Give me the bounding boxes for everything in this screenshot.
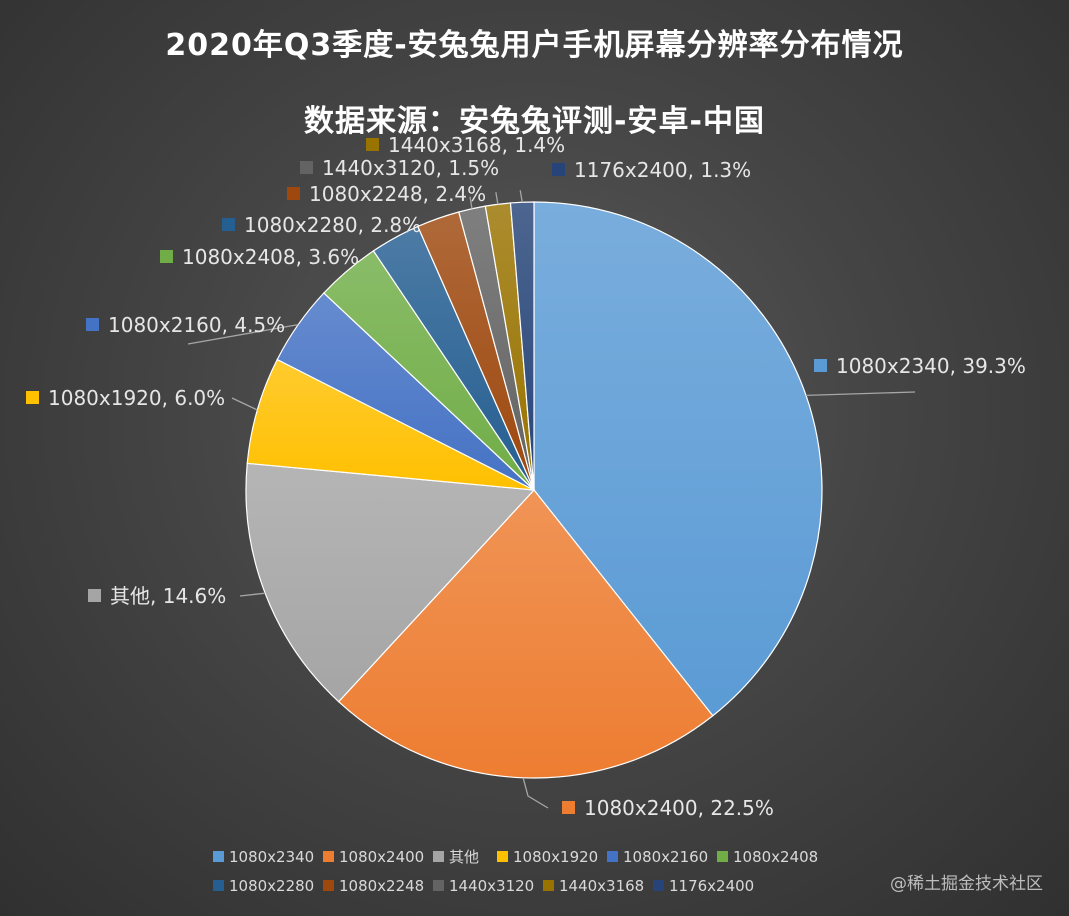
legend-entry-1080x1920: 1080x1920 (513, 848, 598, 866)
data-label-1176x2400: 1176x2400, 1.3% (574, 158, 751, 182)
legend-entry-1080x2408: 1080x2408 (733, 848, 818, 866)
leader-line (469, 196, 473, 209)
label-swatch (160, 250, 173, 263)
legend-swatch (607, 851, 618, 862)
label-swatch (366, 138, 379, 151)
label-swatch (86, 318, 99, 331)
data-label-1080x2280: 1080x2280, 2.8% (244, 213, 421, 237)
label-swatch (552, 163, 565, 176)
chart-title: 2020年Q3季度-安兔兔用户手机屏幕分辨率分布情况 (165, 28, 904, 63)
chart-subtitle: 数据来源：安兔兔评测-安卓-中国 (304, 104, 765, 139)
leader-line (522, 777, 549, 809)
legend-swatch (323, 880, 334, 891)
leader-line (187, 323, 299, 345)
legend-swatch (323, 851, 334, 862)
legend-entry-1440x3168: 1440x3168 (559, 877, 644, 895)
data-label-1080x2340: 1080x2340, 39.3% (836, 354, 1026, 378)
label-swatch (287, 187, 300, 200)
legend-swatch (497, 851, 508, 862)
watermark: @稀土掘金技术社区 (890, 874, 1043, 894)
legend-swatch (543, 880, 554, 891)
pie-slice-1080x2340 (533, 201, 823, 717)
legend-swatch (717, 851, 728, 862)
data-label-1080x2248: 1080x2248, 2.4% (309, 182, 486, 206)
data-label-1440x3120: 1440x3120, 1.5% (322, 156, 499, 180)
label-swatch (88, 589, 101, 602)
pie-slice-1080x2400 (337, 489, 714, 779)
data-label-1080x2408: 1080x2408, 3.6% (182, 245, 359, 269)
label-swatch (562, 801, 575, 814)
legend-swatch (653, 880, 664, 891)
legend-swatch (213, 880, 224, 891)
legend-swatch (213, 851, 224, 862)
data-label-1440x3168: 1440x3168, 1.4% (388, 133, 565, 157)
leader-line (495, 192, 499, 205)
data-label-1080x2160: 1080x2160, 4.5% (108, 313, 285, 337)
leader-line (805, 391, 916, 396)
label-swatch (814, 359, 827, 372)
legend-entry-1176x2400: 1176x2400 (669, 877, 754, 895)
leader-line (239, 592, 266, 597)
data-label-1080x1920: 1080x1920, 6.0% (48, 386, 225, 410)
label-swatch (26, 391, 39, 404)
legend-swatch (433, 880, 444, 891)
legend-entry-1080x2340: 1080x2340 (229, 848, 314, 866)
leader-line (519, 190, 523, 203)
legend-swatch (433, 851, 444, 862)
pie-slice-其他 (245, 462, 536, 703)
data-label-1080x2400: 1080x2400, 22.5% (584, 796, 774, 820)
legend-entry-1080x2400: 1080x2400 (339, 848, 424, 866)
legend-entry-1440x3120: 1440x3120 (449, 877, 534, 895)
legend-entry-1080x2248: 1080x2248 (339, 877, 424, 895)
legend-entry-1080x2160: 1080x2160 (623, 848, 708, 866)
label-swatch (300, 161, 313, 174)
leader-line (231, 397, 258, 411)
legend-entry-其他: 其他 (449, 848, 479, 866)
data-label-其他: 其他, 14.6% (110, 584, 226, 608)
label-swatch (222, 218, 235, 231)
legend-entry-1080x2280: 1080x2280 (229, 877, 314, 895)
